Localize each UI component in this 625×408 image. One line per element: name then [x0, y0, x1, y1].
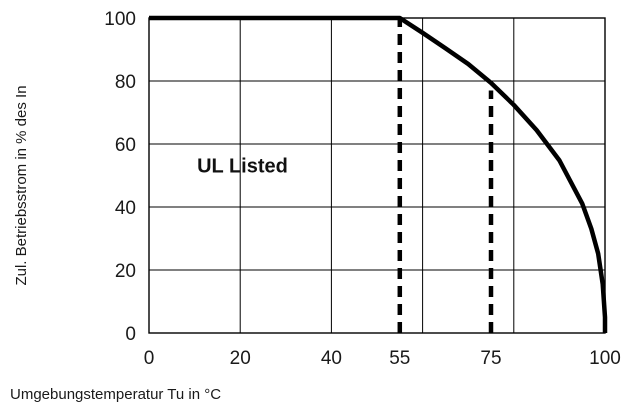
- derating-curve: [149, 15, 608, 333]
- x-tick-labels: 0 20 40 55 75 100: [144, 348, 621, 369]
- y-tick-label: 40: [115, 198, 136, 219]
- x-tick-label: 55: [389, 348, 410, 369]
- y-tick-label: 0: [125, 324, 136, 345]
- x-tick-label: 100: [589, 348, 621, 369]
- annotation-label: UL Listed: [197, 155, 288, 177]
- reference-lines: [397, 18, 494, 333]
- series-layer: [149, 15, 608, 333]
- annotations: UL Listed: [197, 155, 288, 177]
- x-tick-label: 20: [230, 348, 251, 369]
- x-tick-label: 40: [321, 348, 342, 369]
- y-tick-label: 80: [115, 72, 136, 93]
- y-axis-title: Zul. Betriebsstrom in % des In: [13, 85, 30, 285]
- x-tick-label: 75: [480, 348, 501, 369]
- y-tick-labels: 0 20 40 60 80 100: [104, 9, 136, 345]
- y-tick-label: 60: [115, 135, 136, 156]
- y-tick-label: 20: [115, 261, 136, 282]
- x-axis-title: Umgebungstemperatur Tu in °C: [10, 386, 221, 403]
- y-tick-label: 100: [104, 9, 136, 30]
- x-tick-label: 0: [144, 348, 155, 369]
